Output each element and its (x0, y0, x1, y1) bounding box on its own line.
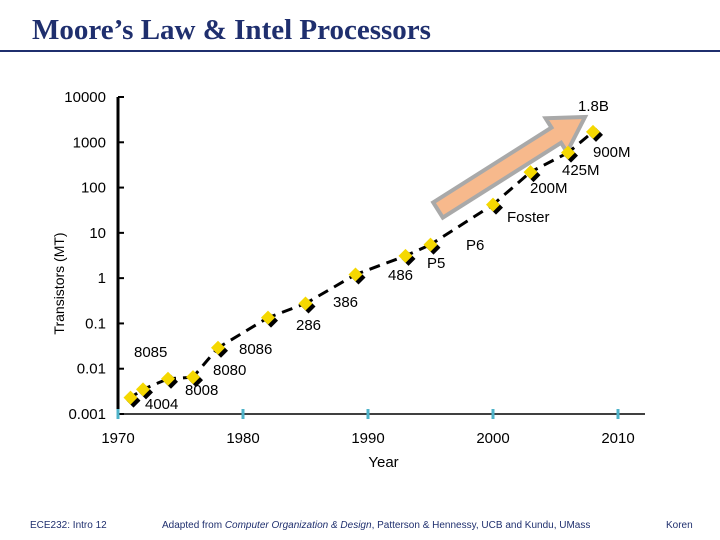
growth-arrow-shape (430, 114, 589, 221)
y-tick-label-0: 0.001 (68, 406, 106, 423)
x-tick-label-0: 1970 (101, 430, 134, 447)
marker-4004 (123, 390, 138, 405)
annotation-425m: 425M (562, 162, 600, 179)
y-tick-label-5: 100 (81, 180, 106, 197)
annotation-486: 486 (388, 267, 413, 284)
y-axis-title: Transistors (MT) (51, 232, 67, 334)
x-tick-label-4: 2010 (601, 430, 634, 447)
marker-8085 (186, 370, 200, 385)
y-tick-label-1: 0.01 (77, 361, 106, 378)
growth-arrow (430, 114, 589, 221)
y-tick-label-2: 0.1 (85, 315, 106, 332)
annotation-386: 386 (333, 294, 358, 311)
annotation-8008: 8008 (185, 382, 218, 399)
annotation-200m: 200M (530, 180, 568, 197)
annotation-foster: Foster (507, 209, 550, 226)
title-divider (0, 50, 720, 52)
annotation-1-8b: 1.8B (578, 98, 609, 115)
x-tick-label-3: 2000 (476, 430, 509, 447)
marker-8008 (136, 382, 150, 397)
trend-segment-11 (529, 151, 569, 174)
marker-8080 (161, 371, 175, 386)
y-tick-label-3: 1 (98, 270, 106, 287)
marker-P5 (398, 248, 413, 263)
slide-title: Moore’s Law & Intel Processors (32, 14, 431, 46)
footer-credit: Adapted from Computer Organization & Des… (162, 520, 590, 531)
annotation-4004: 4004 (145, 396, 178, 413)
footer-author: Koren (666, 520, 693, 531)
marker-386 (298, 296, 313, 311)
annotation-900m: 900M (593, 144, 631, 161)
x-tick-label-1: 1980 (226, 430, 259, 447)
marker-1.8B (586, 124, 600, 139)
footer-course: ECE232: Intro 12 (30, 520, 107, 531)
annotation-p5: P5 (427, 255, 445, 272)
annotation-8085: 8085 (134, 344, 167, 361)
trend-segment-9 (429, 203, 494, 246)
x-axis-title: Year (368, 454, 398, 471)
annotation-286: 286 (296, 317, 321, 334)
marker-200M (486, 197, 500, 212)
footer-credit-pre: Adapted from (162, 520, 225, 531)
marker-486 (348, 267, 363, 282)
marker-286 (261, 310, 275, 325)
annotation-p6: P6 (466, 237, 484, 254)
trend-segment-5 (267, 302, 307, 320)
moores-law-chart: 0.001 0.01 0.1 1 10 100 1000 10000 1970 1980 1990 2… (51, 89, 645, 471)
y-tick-label-7: 10000 (64, 89, 106, 106)
trend-segment-12 (567, 130, 594, 154)
trend-segment-10 (492, 170, 532, 206)
x-tick-label-2: 1990 (351, 430, 384, 447)
marker-8086 (211, 340, 225, 355)
marker-425M (523, 165, 538, 180)
footer-credit-post: , Patterson & Hennessy, UCB and Kundu, U… (371, 520, 591, 531)
marker-900M (561, 145, 575, 160)
annotation-8086: 8086 (239, 341, 272, 358)
annotation-8080: 8080 (213, 362, 246, 379)
y-tick-label-6: 1000 (73, 134, 106, 151)
trend-segment-3 (191, 346, 220, 379)
y-tick-label-4: 10 (89, 225, 106, 242)
footer-credit-book: Computer Organization & Design (224, 520, 372, 531)
marker-P6 (423, 237, 438, 252)
